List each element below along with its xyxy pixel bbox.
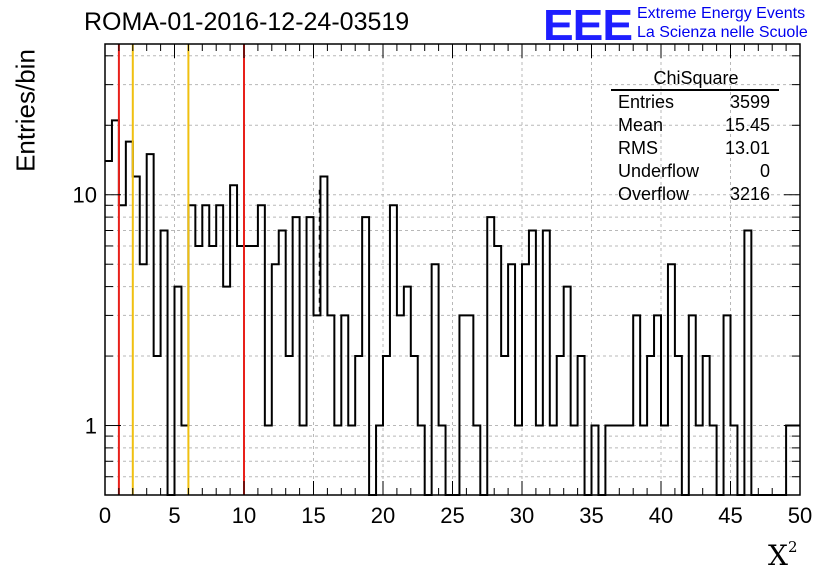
x-tick-label: 20: [371, 503, 395, 528]
stats-value: 13.01: [724, 138, 770, 158]
stats-key: Underflow: [618, 161, 700, 181]
chart-title: ROMA-01-2016-12-24-03519: [84, 8, 410, 36]
x-tick-label: 10: [232, 503, 256, 528]
x-axis-label: X2: [768, 538, 798, 572]
y-axis-label: Entries/bin: [10, 49, 41, 172]
x-tick-label: 45: [718, 503, 742, 528]
stats-title: ChiSquare: [653, 68, 739, 88]
stats-row-underflow: Underflow 0: [618, 161, 770, 184]
logo-caption-line2: La Scienza nelle Scuole: [637, 24, 808, 41]
x-tick-label: 35: [579, 503, 603, 528]
stats-row-entries: Entries 3599: [618, 92, 770, 115]
stats-value: 0: [759, 161, 770, 181]
stats-value: 3216: [729, 184, 770, 204]
stats-value: 3599: [729, 92, 770, 112]
stats-row-mean: Mean 15.45: [618, 115, 770, 138]
x-tick-label: 50: [788, 503, 812, 528]
stats-title-underline: [611, 89, 779, 91]
y-tick-label: 10: [73, 183, 97, 208]
stats-key: Entries: [618, 92, 675, 112]
histogram-outline: [105, 119, 800, 496]
stats-key: RMS: [618, 138, 658, 158]
stats-row-overflow: Overflow 3216: [618, 184, 770, 207]
x-tick-label: 0: [99, 503, 111, 528]
stats-key: Mean: [618, 115, 664, 135]
stats-key: Overflow: [618, 184, 690, 204]
logo-caption: Extreme Energy Events La Scienza nelle S…: [637, 4, 808, 42]
x-tick-label: 25: [440, 503, 464, 528]
x-tick-label: 15: [301, 503, 325, 528]
stats-row-rms: RMS 13.01: [618, 138, 770, 161]
x-tick-label: 5: [168, 503, 180, 528]
x-tick-label: 40: [649, 503, 673, 528]
x-tick-label: 30: [510, 503, 534, 528]
logo-caption-line1: Extreme Energy Events: [637, 5, 806, 22]
eee-logo: EEE: [543, 0, 633, 50]
y-tick-label: 1: [85, 414, 97, 439]
stats-value: 15.45: [724, 115, 770, 135]
